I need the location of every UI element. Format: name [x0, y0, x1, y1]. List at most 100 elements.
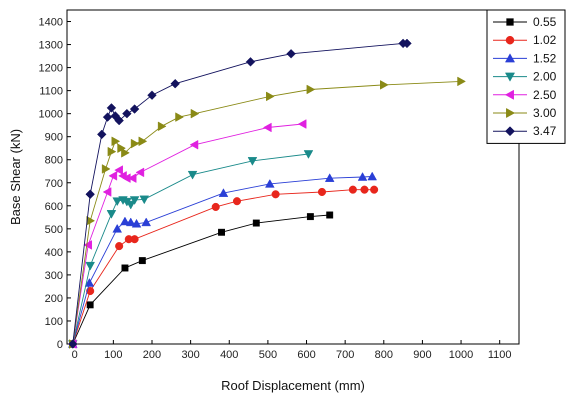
x-tick-label: 900 — [413, 349, 431, 361]
data-point — [297, 119, 307, 129]
x-axis-ticks: 0 100 200 300 400 500 600 700 800 900 1000 1100 — [72, 340, 512, 361]
data-point — [131, 218, 142, 228]
legend-item: 2.00 — [493, 70, 557, 84]
legend-label: 3.47 — [533, 124, 557, 138]
data-point — [121, 264, 129, 272]
data-point — [130, 138, 140, 149]
data-point — [147, 90, 157, 100]
x-tick-label: 200 — [143, 349, 161, 361]
data-point — [380, 80, 389, 90]
series-0.55 — [69, 211, 334, 348]
data-point — [108, 171, 118, 181]
data-point — [106, 210, 117, 219]
series-line — [72, 176, 373, 345]
data-point — [286, 49, 296, 59]
x-tick-label: 600 — [297, 349, 315, 361]
series-2.00 — [67, 150, 314, 349]
data-point — [252, 219, 260, 227]
data-point — [262, 122, 272, 133]
data-point — [190, 108, 200, 119]
legend-item: 2.50 — [493, 88, 557, 102]
data-point — [211, 202, 220, 211]
data-point — [129, 104, 140, 114]
data-point — [114, 115, 124, 126]
legend-label: 3.00 — [533, 106, 557, 120]
y-tick-label: 0 — [57, 339, 63, 351]
data-point — [86, 286, 95, 296]
data-point — [107, 146, 117, 157]
y-tick-label: 1400 — [39, 17, 63, 29]
y-axis-ticks: 0 100 200 300 400 500 600 700 800 900 1000 1100 1200… — [39, 17, 71, 351]
y-tick-label: 1300 — [39, 40, 63, 52]
data-point — [125, 200, 136, 210]
data-point — [112, 197, 123, 207]
legend-marker — [506, 107, 516, 119]
legend-item: 3.47 — [493, 124, 557, 138]
legend-label: 1.02 — [533, 33, 557, 47]
legend-item: 1.02 — [493, 33, 557, 47]
data-point — [125, 217, 136, 227]
y-tick-label: 100 — [45, 316, 63, 328]
y-tick-label: 300 — [45, 270, 63, 282]
y-tick-label: 400 — [45, 247, 63, 259]
data-point — [247, 157, 258, 166]
data-point — [112, 223, 123, 233]
series-line — [72, 80, 462, 345]
x-tick-label: 300 — [181, 349, 199, 361]
data-point — [187, 170, 198, 180]
data-point — [139, 195, 150, 205]
x-tick-label: 1000 — [449, 349, 473, 361]
data-point — [317, 187, 327, 197]
y-tick-label: 600 — [45, 201, 63, 213]
x-tick-label: 0 — [72, 349, 78, 361]
series-line — [72, 153, 309, 345]
data-point — [370, 185, 379, 194]
legend-marker — [504, 53, 516, 63]
x-tick-label: 1100 — [488, 349, 512, 361]
data-point — [68, 339, 78, 349]
x-tick-label: 100 — [104, 349, 122, 361]
data-point — [232, 197, 242, 206]
x-tick-label: 800 — [375, 349, 393, 361]
data-point — [264, 178, 275, 188]
legend-item: 1.52 — [493, 51, 557, 65]
data-point — [83, 240, 93, 250]
data-point — [120, 216, 130, 226]
legend-marker — [505, 35, 515, 45]
series-layer — [67, 38, 466, 349]
x-tick-label: 400 — [220, 349, 238, 361]
legend-label: 2.00 — [533, 70, 557, 84]
data-point — [102, 112, 113, 122]
legend-item: 0.55 — [493, 15, 557, 29]
data-point — [84, 278, 95, 287]
x-tick-label: 500 — [259, 349, 277, 361]
data-point — [102, 187, 112, 197]
data-point — [130, 235, 139, 244]
x-axis-title: Roof Displacement (mm) — [221, 378, 365, 393]
data-point — [457, 76, 466, 87]
legend-marker — [505, 126, 515, 137]
data-point — [348, 185, 357, 194]
y-tick-label: 200 — [45, 293, 63, 305]
data-point — [122, 108, 132, 119]
series-line — [72, 123, 303, 345]
y-tick-label: 500 — [45, 224, 63, 236]
data-point — [218, 188, 229, 197]
data-point — [306, 213, 314, 221]
data-point — [324, 173, 335, 182]
data-point — [141, 217, 152, 227]
data-point — [135, 167, 145, 178]
y-tick-label: 700 — [45, 178, 63, 190]
legend-label: 1.52 — [533, 51, 557, 65]
x-tick-label: 700 — [336, 349, 354, 361]
legend-label: 2.50 — [533, 88, 557, 102]
data-point — [138, 257, 146, 265]
data-point — [266, 91, 275, 102]
data-point — [115, 242, 124, 251]
data-point — [357, 172, 368, 181]
data-point — [157, 121, 167, 132]
data-point — [127, 173, 137, 183]
y-axis-title: Base Shear (kN) — [8, 129, 23, 225]
data-point — [303, 150, 314, 159]
